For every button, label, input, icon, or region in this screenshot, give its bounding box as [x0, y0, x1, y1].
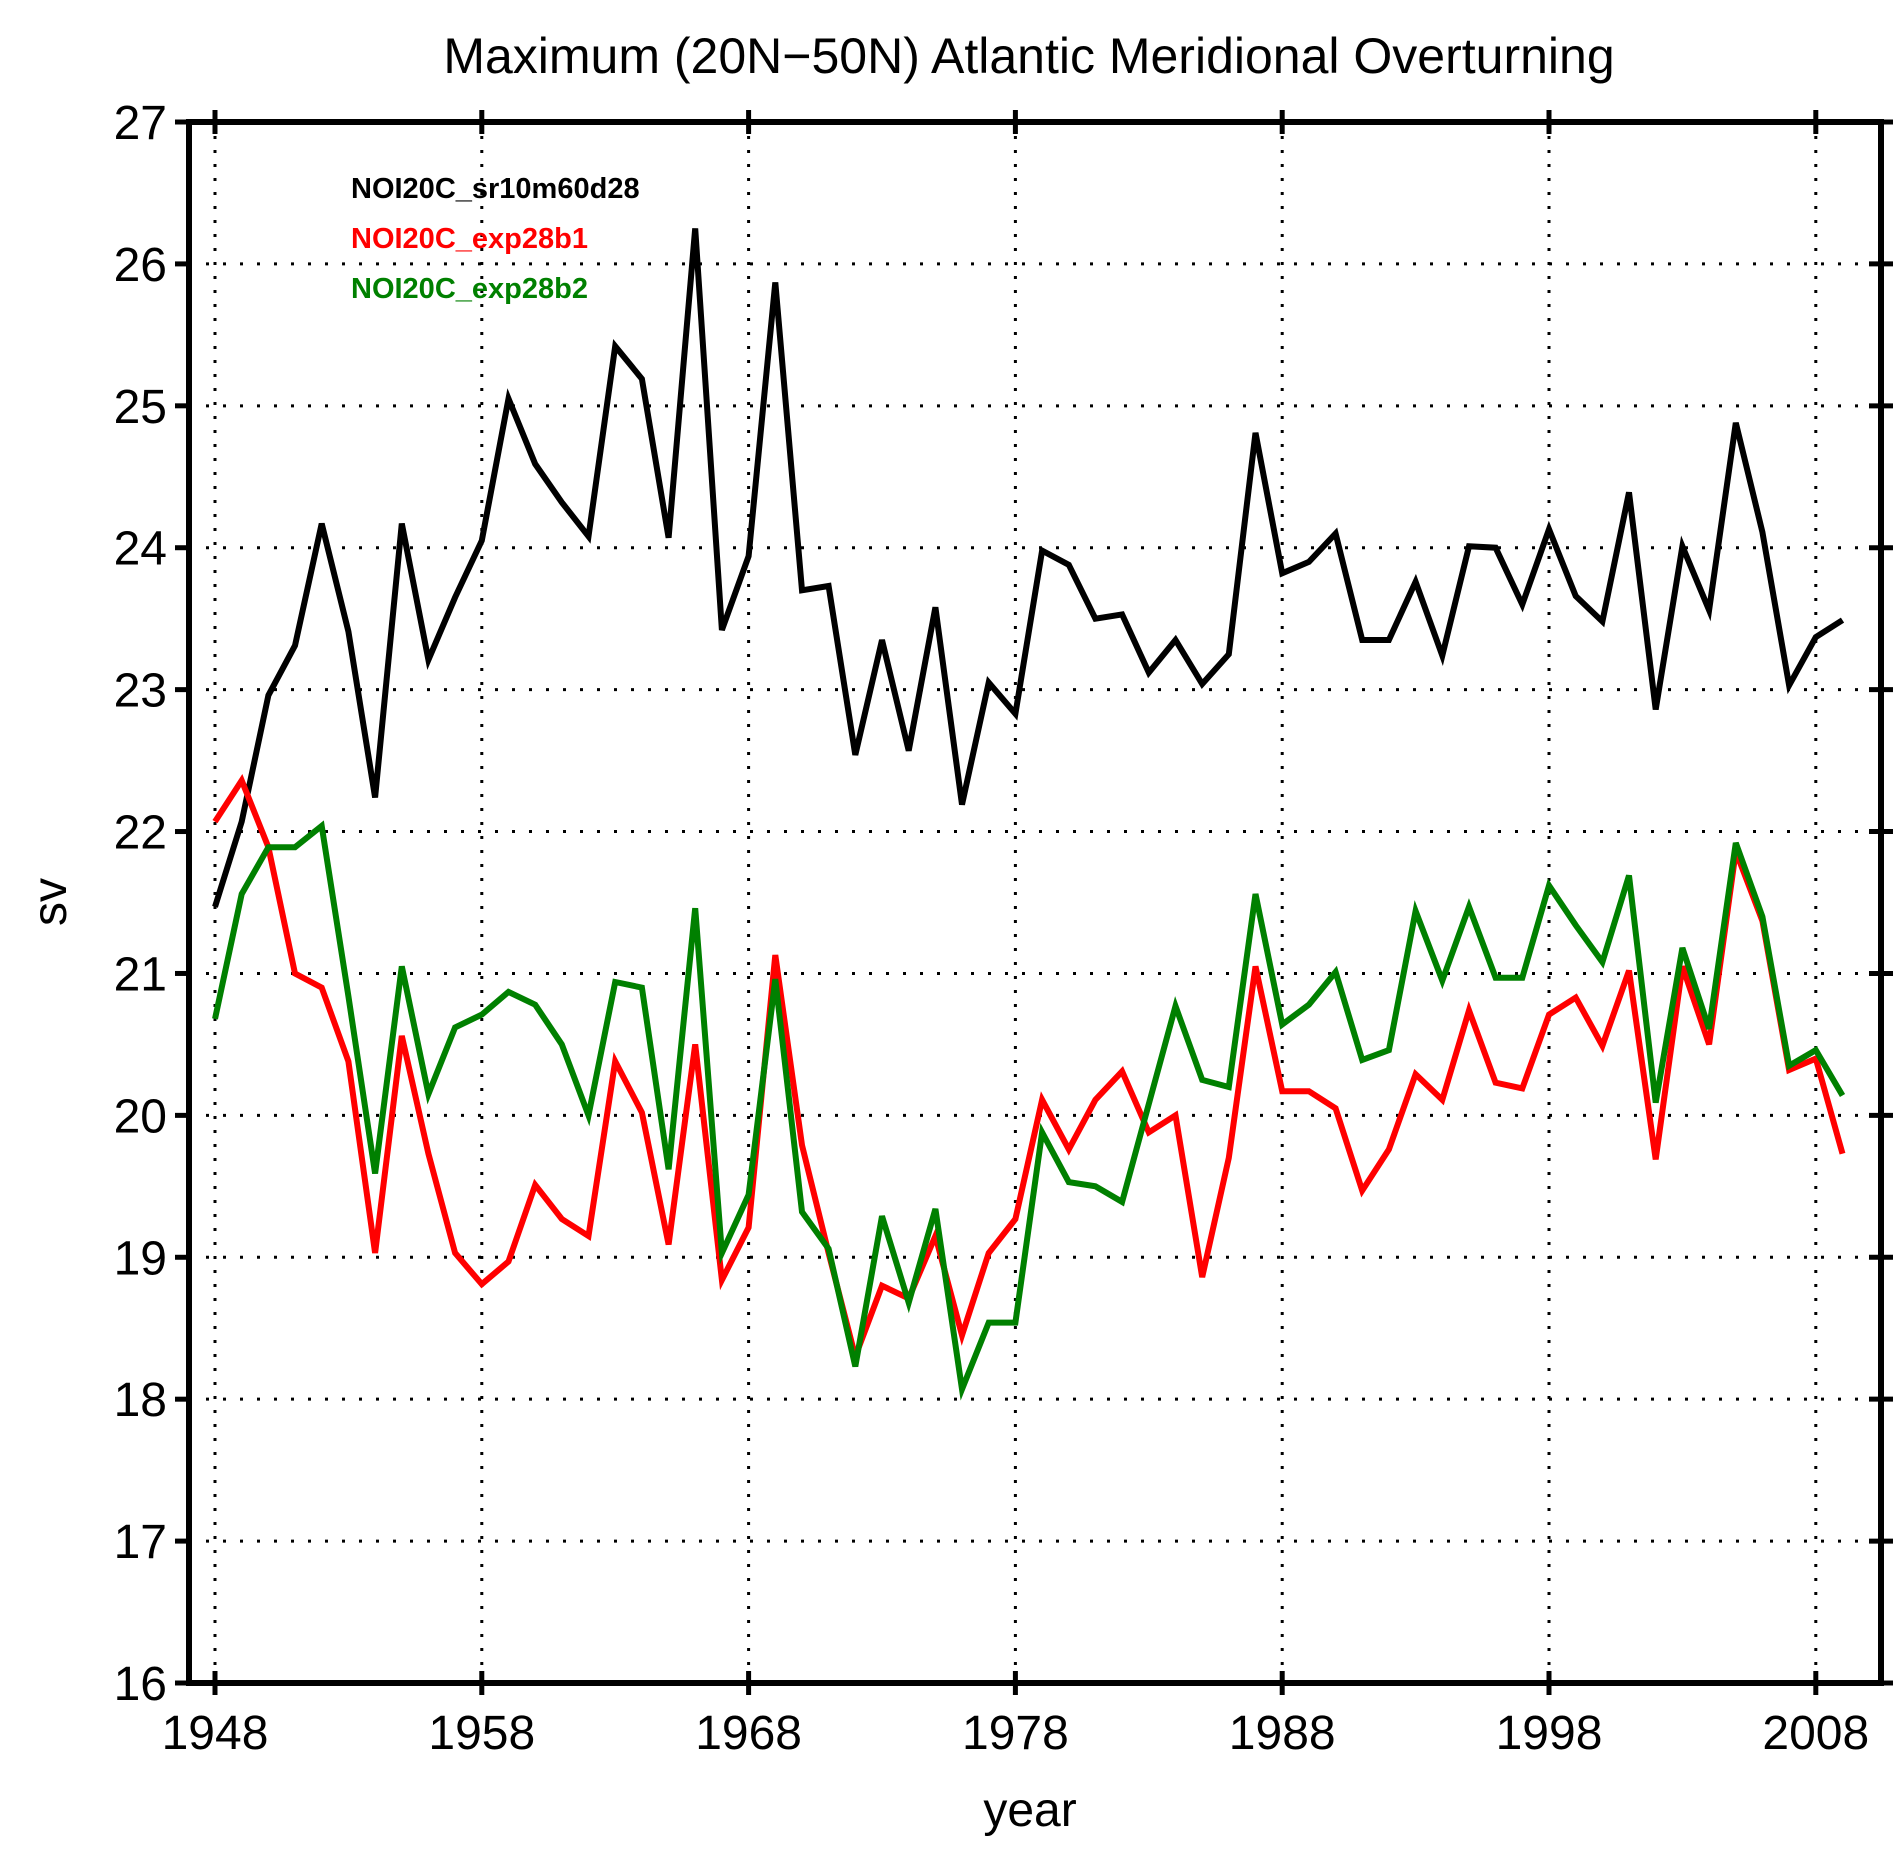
series-lines — [212, 228, 1846, 1401]
y-tick-label: 27 — [114, 97, 167, 150]
legend-entry: NOI20C_sr10m60d28 — [351, 173, 640, 205]
chart-title: Maximum (20N−50N) Atlantic Meridional Ov… — [443, 28, 1614, 84]
x-tick-label: 1988 — [1229, 1707, 1336, 1760]
x-tick-label: 1968 — [695, 1707, 802, 1760]
axis-ticks: 16 17 18 19 20 21 22 23 24 25 26 27 1948 1958 1968 1978… — [114, 97, 1893, 1760]
legend-entry: NOI20C_exp28b1 — [351, 223, 588, 255]
y-tick-label: 18 — [114, 1374, 167, 1427]
series-line-1 — [212, 228, 1845, 908]
x-tick-label: 2008 — [1762, 1707, 1869, 1760]
x-tick-label: 1948 — [162, 1707, 269, 1760]
series-line-3 — [212, 820, 1846, 1401]
y-tick-label: 19 — [114, 1232, 167, 1285]
legend-entry: NOI20C_exp28b2 — [351, 273, 588, 305]
series-line-2 — [212, 774, 1846, 1367]
y-tick-label: 23 — [114, 665, 167, 718]
x-tick-label: 1978 — [962, 1707, 1069, 1760]
y-tick-label: 21 — [114, 948, 167, 1001]
x-tick-label: 1958 — [428, 1707, 535, 1760]
grid-lines — [189, 122, 1881, 1683]
x-axis-label: year — [983, 1784, 1076, 1837]
y-tick-label: 22 — [114, 807, 167, 860]
plot-frame — [186, 119, 1884, 1686]
y-tick-label: 20 — [114, 1090, 167, 1143]
y-tick-label: 16 — [114, 1658, 167, 1711]
x-tick-label: 1998 — [1496, 1707, 1603, 1760]
y-axis-label: sv — [24, 878, 77, 926]
y-tick-label: 24 — [114, 523, 167, 576]
legend: NOI20C_sr10m60d28 NOI20C_exp28b1 NOI20C_ex… — [351, 173, 640, 305]
y-tick-label: 25 — [114, 381, 167, 434]
y-tick-label: 17 — [114, 1516, 167, 1569]
y-tick-label: 26 — [114, 239, 167, 292]
